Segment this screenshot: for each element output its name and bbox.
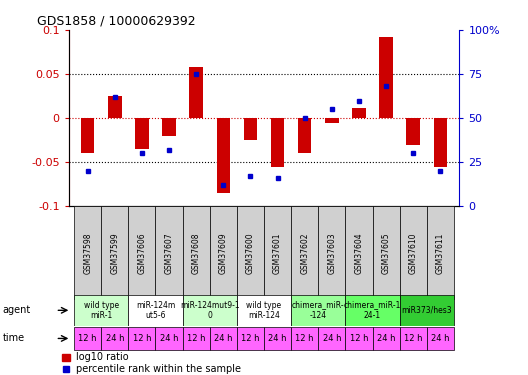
Bar	[400, 327, 427, 350]
Bar	[427, 206, 454, 300]
Text: GSM37610: GSM37610	[409, 232, 418, 274]
Bar	[162, 118, 176, 136]
Text: time: time	[3, 333, 25, 344]
Text: 12 h: 12 h	[187, 334, 205, 343]
Bar	[243, 118, 257, 140]
Text: 24 h: 24 h	[431, 334, 450, 343]
Bar	[433, 118, 447, 166]
Bar	[291, 295, 345, 326]
Text: 12 h: 12 h	[133, 334, 151, 343]
Text: 12 h: 12 h	[350, 334, 368, 343]
Text: 24 h: 24 h	[160, 334, 178, 343]
Bar	[373, 206, 400, 300]
Bar	[155, 327, 183, 350]
Bar	[135, 118, 149, 149]
Text: GSM37604: GSM37604	[354, 232, 363, 274]
Bar	[101, 206, 128, 300]
Bar	[210, 327, 237, 350]
Text: chimera_miR-
-124: chimera_miR- -124	[292, 301, 345, 320]
Bar	[318, 206, 345, 300]
Text: log10 ratio: log10 ratio	[76, 352, 129, 363]
Bar	[379, 37, 393, 118]
Bar	[400, 295, 454, 326]
Bar	[74, 327, 101, 350]
Bar	[271, 118, 285, 166]
Bar	[108, 96, 121, 118]
Text: 24 h: 24 h	[323, 334, 341, 343]
Text: GSM37600: GSM37600	[246, 232, 255, 274]
Text: miR-124m
ut5-6: miR-124m ut5-6	[136, 301, 175, 320]
Bar	[345, 295, 400, 326]
Bar	[101, 327, 128, 350]
Bar	[183, 327, 210, 350]
Bar	[128, 206, 155, 300]
Text: wild type
miR-124: wild type miR-124	[247, 301, 281, 320]
Text: 12 h: 12 h	[404, 334, 422, 343]
Bar	[264, 327, 291, 350]
Bar	[373, 327, 400, 350]
Text: miR-124mut9-1
0: miR-124mut9-1 0	[180, 301, 240, 320]
Bar	[345, 206, 373, 300]
Text: GSM37602: GSM37602	[300, 232, 309, 274]
Bar	[128, 295, 183, 326]
Bar	[237, 206, 264, 300]
Text: miR373/hes3: miR373/hes3	[401, 306, 452, 315]
Bar	[345, 327, 373, 350]
Bar	[318, 327, 345, 350]
Text: GSM37609: GSM37609	[219, 232, 228, 274]
Bar	[400, 206, 427, 300]
Bar	[81, 118, 95, 153]
Text: wild type
miR-1: wild type miR-1	[83, 301, 119, 320]
Bar	[74, 295, 128, 326]
Bar	[291, 206, 318, 300]
Bar	[183, 295, 237, 326]
Text: GSM37611: GSM37611	[436, 232, 445, 274]
Text: GSM37608: GSM37608	[192, 232, 201, 274]
Bar	[352, 108, 366, 118]
Bar	[128, 327, 155, 350]
Text: GSM37607: GSM37607	[165, 232, 174, 274]
Bar	[237, 327, 264, 350]
Bar	[216, 118, 230, 193]
Text: 12 h: 12 h	[78, 334, 97, 343]
Bar	[155, 206, 183, 300]
Text: percentile rank within the sample: percentile rank within the sample	[76, 364, 241, 374]
Text: GSM37606: GSM37606	[137, 232, 146, 274]
Text: GSM37598: GSM37598	[83, 232, 92, 274]
Bar	[291, 327, 318, 350]
Text: GDS1858 / 10000629392: GDS1858 / 10000629392	[37, 15, 196, 27]
Text: GSM37603: GSM37603	[327, 232, 336, 274]
Text: GSM37605: GSM37605	[382, 232, 391, 274]
Bar	[74, 206, 101, 300]
Bar	[210, 206, 237, 300]
Text: 12 h: 12 h	[296, 334, 314, 343]
Text: 24 h: 24 h	[268, 334, 287, 343]
Bar	[298, 118, 312, 153]
Text: agent: agent	[3, 305, 31, 315]
Text: GSM37599: GSM37599	[110, 232, 119, 274]
Text: GSM37601: GSM37601	[273, 232, 282, 274]
Bar	[183, 206, 210, 300]
Bar	[190, 67, 203, 118]
Text: 12 h: 12 h	[241, 334, 260, 343]
Bar	[62, 354, 70, 361]
Bar	[407, 118, 420, 145]
Text: 24 h: 24 h	[106, 334, 124, 343]
Bar	[325, 118, 338, 123]
Text: 24 h: 24 h	[214, 334, 232, 343]
Bar	[237, 295, 291, 326]
Bar	[264, 206, 291, 300]
Text: 24 h: 24 h	[377, 334, 395, 343]
Text: chimera_miR-1
24-1: chimera_miR-1 24-1	[344, 301, 401, 320]
Bar	[427, 327, 454, 350]
